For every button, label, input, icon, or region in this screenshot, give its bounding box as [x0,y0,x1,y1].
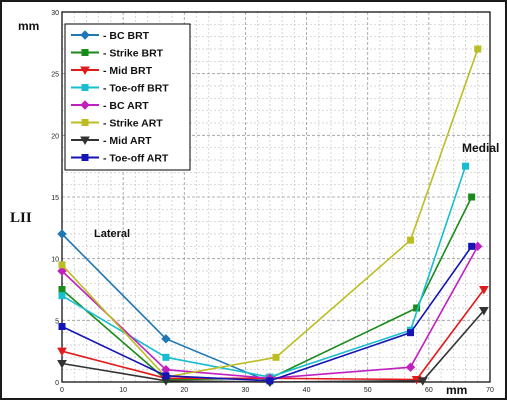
legend-entry: - BC BRT [103,30,150,42]
data-point-5-2 [272,353,280,361]
legend-swatch-marker [80,136,90,146]
data-point-7-0 [58,323,66,330]
legend-swatch-marker [80,100,90,110]
x-tick-label: 20 [180,387,188,394]
data-point-7-2 [266,377,274,385]
legend-entry: - Mid BRT [103,65,153,77]
data-point-6-3 [417,377,428,386]
y-tick-label: 15 [51,195,59,202]
legend-swatch-marker [80,66,90,76]
x-tick-label: 50 [364,387,372,394]
data-point-2-4 [479,286,489,295]
legend-swatch-marker [81,49,89,56]
x-axis-unit: mm [446,383,468,397]
data-point-3-0 [58,292,66,300]
data-point-4-3 [405,362,416,372]
legend-entry: - Strike ART [103,118,163,130]
data-point-1-0 [58,286,66,293]
legend-entry: - Strike BRT [103,48,164,60]
data-point-6-4 [479,306,489,316]
data-point-0-1 [161,334,171,344]
legend-swatch-marker [80,30,90,40]
y-tick-label: 25 [51,72,59,79]
y-tick-label: 30 [51,10,59,17]
data-point-2-0 [57,347,67,357]
legend-box [64,23,191,171]
x-tick-label: 10 [119,387,127,394]
y-tick-label: 20 [51,133,59,140]
y-axis-unit: mm [18,19,40,33]
legend-entry: - Mid ART [103,135,152,147]
data-point-5-4 [474,45,482,53]
y-tick-label: 5 [55,318,59,325]
x-tick-label: 40 [303,387,311,394]
x-tick-label: 0 [60,387,64,394]
legend-entry: - Toe-off ART [103,153,169,165]
data-point-4-0 [57,266,67,276]
legend-swatch-marker [81,119,89,126]
data-point-3-1 [162,353,170,361]
y-tick-label: 0 [55,380,59,387]
lateral-annotation: Lateral [94,228,131,240]
legend-entry: - Toe-off BRT [103,83,169,95]
data-point-7-1 [162,372,170,380]
data-point-0-0 [57,229,67,239]
medial-annotation: Medial [462,141,500,155]
legend-swatch-marker [81,84,89,91]
data-point-5-3 [407,236,415,244]
data-point-6-0 [57,360,67,369]
x-tick-label: 30 [242,387,250,394]
data-point-7-4 [468,242,476,250]
side-label: LII [10,210,32,226]
data-point-1-4 [468,193,476,201]
data-point-7-3 [407,329,415,337]
data-point-5-0 [58,261,66,269]
data-point-3-4 [462,162,470,170]
legend-swatch-marker [81,154,89,161]
x-tick-label: 70 [486,387,494,394]
x-tick-label: 60 [425,387,433,394]
legend-entry: - BC ART [103,100,149,112]
y-tick-label: 10 [51,257,59,264]
